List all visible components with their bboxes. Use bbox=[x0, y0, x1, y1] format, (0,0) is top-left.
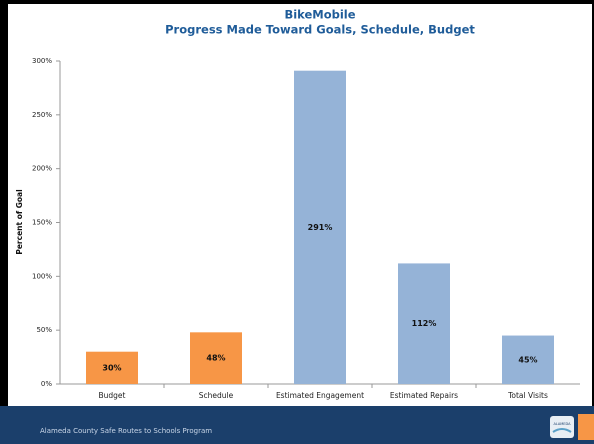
data-label: 45% bbox=[518, 355, 537, 364]
y-tick-label: 100% bbox=[32, 272, 52, 280]
y-tick-label: 250% bbox=[32, 111, 52, 119]
x-tick-label: Estimated Repairs bbox=[390, 391, 458, 400]
bar bbox=[294, 70, 346, 384]
x-tick-label: Total Visits bbox=[507, 391, 548, 400]
data-label: 112% bbox=[412, 319, 437, 328]
chart-title: BikeMobile bbox=[284, 8, 355, 22]
logo-box bbox=[550, 416, 574, 438]
logo-text: ALAMEDA bbox=[553, 422, 571, 426]
bar bbox=[502, 335, 554, 384]
data-label: 48% bbox=[206, 354, 225, 363]
y-tick-label: 300% bbox=[32, 57, 52, 65]
x-tick-label: Schedule bbox=[199, 391, 234, 400]
y-tick-label: 0% bbox=[41, 380, 52, 388]
x-tick-label: Estimated Engagement bbox=[276, 391, 364, 400]
data-label: 30% bbox=[102, 363, 121, 372]
bar bbox=[86, 351, 138, 384]
bar bbox=[398, 263, 450, 384]
y-tick-label: 50% bbox=[36, 326, 52, 334]
orange-block bbox=[578, 414, 594, 440]
data-label: 291% bbox=[308, 223, 333, 232]
y-tick-label: 200% bbox=[32, 165, 52, 173]
y-axis-label: Percent of Goal bbox=[15, 189, 24, 254]
x-tick-label: Budget bbox=[99, 391, 126, 400]
bar bbox=[190, 332, 242, 384]
footer-text: Alameda County Safe Routes to Schools Pr… bbox=[40, 427, 212, 435]
footer-band bbox=[0, 406, 594, 444]
y-tick-label: 150% bbox=[32, 219, 52, 227]
chart-subtitle: Progress Made Toward Goals, Schedule, Bu… bbox=[165, 23, 475, 37]
logo-swoosh bbox=[552, 428, 572, 433]
